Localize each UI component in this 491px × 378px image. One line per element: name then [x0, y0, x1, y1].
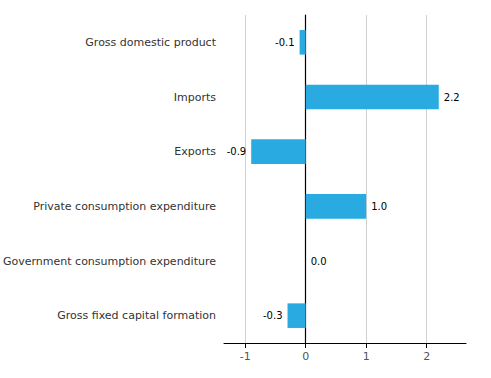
svg-text:Exports: Exports [174, 145, 216, 158]
svg-text:Government consumption expendi: Government consumption expenditure [3, 255, 216, 268]
svg-text:2: 2 [423, 350, 430, 363]
svg-text:-0.3: -0.3 [263, 310, 283, 321]
svg-text:0: 0 [302, 350, 309, 363]
svg-text:Private consumption expenditur: Private consumption expenditure [33, 200, 216, 213]
svg-text:Imports: Imports [174, 91, 217, 104]
svg-text:2.2: 2.2 [444, 92, 460, 103]
svg-text:-1: -1 [240, 350, 251, 363]
svg-text:1: 1 [363, 350, 370, 363]
svg-text:-0.9: -0.9 [227, 146, 247, 157]
svg-text:-0.1: -0.1 [275, 37, 295, 48]
svg-text:0.0: 0.0 [311, 256, 327, 267]
svg-text:Gross fixed capital formation: Gross fixed capital formation [57, 309, 216, 322]
svg-text:1.0: 1.0 [371, 201, 387, 212]
svg-text:Gross domestic product: Gross domestic product [85, 36, 216, 49]
